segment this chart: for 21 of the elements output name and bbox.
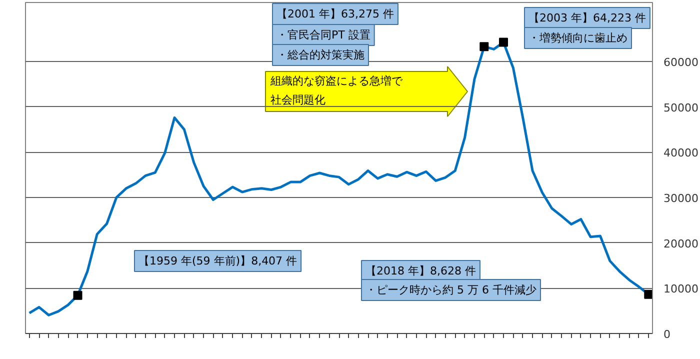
point bbox=[480, 42, 489, 52]
y-tick-label: 50000 bbox=[664, 101, 698, 114]
annotation: 【2018 年】8,628 件 bbox=[366, 264, 476, 278]
annotation: ・官民合同PT 設置 bbox=[276, 28, 370, 42]
annotation: 【2003 年】64,223 件 bbox=[528, 12, 646, 24]
point bbox=[73, 290, 82, 300]
annotation: ・増勢傾向に歯止め bbox=[528, 32, 628, 44]
y-tick-label: 60000 bbox=[664, 56, 698, 69]
y-tick-label: 20000 bbox=[664, 237, 698, 250]
annotation: 社会問題化 bbox=[270, 94, 326, 106]
annotation: 組織的な窃盗による急増で bbox=[270, 74, 404, 88]
y-tick-label: 10000 bbox=[664, 282, 698, 296]
annotation: ・総合的対策実施 bbox=[276, 48, 364, 62]
annotation: ・ピーク時から約 5 万 6 千件減少 bbox=[366, 284, 536, 296]
point bbox=[644, 290, 652, 299]
y-tick-label: 0 bbox=[664, 328, 670, 341]
y-tick-label: 30000 bbox=[664, 192, 698, 205]
point bbox=[498, 38, 508, 47]
annotation: 【2001 年】63,275 件 bbox=[276, 8, 394, 20]
annotation: 【1959 年(59 年前)】8,407 件 bbox=[138, 254, 298, 268]
y-tick-label: 40000 bbox=[664, 146, 698, 160]
